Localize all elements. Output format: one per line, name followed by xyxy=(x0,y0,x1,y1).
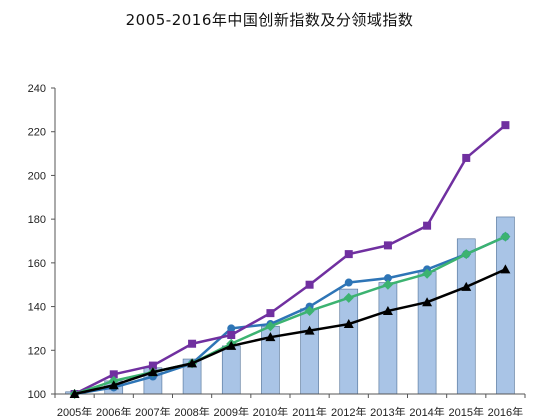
x-tick-label-8: 2013年 xyxy=(370,405,405,416)
series-3-point-4 xyxy=(226,340,237,350)
series-3-point-10 xyxy=(461,281,472,291)
series-0-point-4 xyxy=(227,324,236,333)
line-series xyxy=(69,121,511,399)
tick-labels: 100 120 140 160 180 200 220 240 2005年 2006年 2007年 2… xyxy=(28,83,524,416)
x-tick-label-1: 2006年 xyxy=(96,405,131,416)
series-2-point-10 xyxy=(461,249,472,260)
series-2-point-8 xyxy=(382,279,393,290)
bar-9 xyxy=(417,271,437,395)
x-tick-label-6: 2011年 xyxy=(292,405,327,416)
series-3-point-7 xyxy=(343,319,354,329)
y-tick-label-7: 240 xyxy=(28,83,46,95)
series-3-point-1 xyxy=(108,380,119,390)
series-1-point-10 xyxy=(462,153,471,162)
series-1-point-2 xyxy=(148,361,157,370)
bar-7 xyxy=(339,288,359,395)
bar-10 xyxy=(456,238,476,395)
x-tick-label-0: 2005年 xyxy=(57,405,92,416)
bar-6 xyxy=(300,308,319,395)
x-tick-label-11: 2016年 xyxy=(488,405,523,416)
bar-4 xyxy=(221,345,241,395)
series-2-point-5 xyxy=(265,321,276,332)
bar-8 xyxy=(378,282,398,395)
series-1-point-6 xyxy=(305,280,314,289)
x-tick-label-10: 2015年 xyxy=(449,405,484,416)
series-1-point-3 xyxy=(188,339,197,348)
series-1-point-8 xyxy=(383,241,392,250)
y-tick-label-0: 100 xyxy=(28,389,46,401)
series-3-point-6 xyxy=(304,325,315,335)
x-tick-label-4: 2009年 xyxy=(214,405,249,416)
series-2-point-6 xyxy=(304,305,315,316)
series-0-point-7 xyxy=(344,278,353,287)
bar-11 xyxy=(496,216,515,395)
x-tick-label-9: 2014年 xyxy=(409,405,444,416)
y-tick-label-4: 180 xyxy=(28,214,46,226)
series-1-point-7 xyxy=(344,250,353,259)
y-tick-label-2: 140 xyxy=(28,302,46,314)
series-3-point-3 xyxy=(187,358,198,368)
y-tick-label-1: 120 xyxy=(28,345,46,357)
series-2-point-11 xyxy=(500,231,511,242)
y-tick-label-6: 220 xyxy=(28,127,46,139)
x-tick-label-5: 2010年 xyxy=(253,405,288,416)
series-0-point-8 xyxy=(383,274,392,283)
series-1-point-1 xyxy=(109,370,118,379)
series-3-point-2 xyxy=(147,367,158,377)
series-2-point-9 xyxy=(422,268,433,279)
x-tick-label-7: 2012年 xyxy=(331,405,366,416)
x-tick-label-3: 2008年 xyxy=(174,405,209,416)
series-3-point-0 xyxy=(69,389,80,398)
chart-title: 2005-2016年中国创新指数及分领域指数 xyxy=(125,11,414,29)
y-tick-label-3: 160 xyxy=(28,258,46,270)
x-tick-label-2: 2007年 xyxy=(135,405,170,416)
series-1-line xyxy=(74,124,507,396)
series-0-line xyxy=(74,235,506,396)
series-3-line xyxy=(74,268,506,396)
series-1-point-5 xyxy=(266,309,275,318)
series-2-point-7 xyxy=(343,292,354,303)
series-1-point-11 xyxy=(501,121,510,130)
y-tick-label-5: 200 xyxy=(28,170,46,182)
series-1-point-9 xyxy=(423,221,432,230)
axes xyxy=(51,87,526,398)
series-3-point-9 xyxy=(422,297,433,307)
series-3-point-5 xyxy=(265,332,276,342)
bar-series xyxy=(65,216,515,395)
series-1-point-4 xyxy=(227,330,236,339)
series-3-point-11 xyxy=(500,264,511,274)
series-3-point-8 xyxy=(382,305,393,315)
